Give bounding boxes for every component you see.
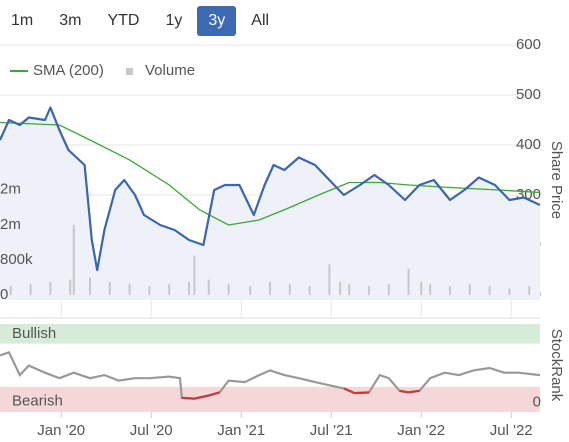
volume-bar bbox=[429, 284, 432, 295]
x-tick-label: Jul '20 bbox=[130, 422, 173, 439]
price-line bbox=[0, 106, 541, 272]
rank-line bbox=[0, 350, 541, 400]
volume-bar bbox=[249, 286, 252, 295]
volume-bar bbox=[69, 279, 72, 295]
bearish-band bbox=[0, 386, 540, 412]
volume-tick-label: 2m bbox=[0, 216, 21, 233]
range-button[interactable]: 3y bbox=[197, 6, 237, 36]
volume-bar bbox=[207, 279, 210, 295]
volume-bar bbox=[108, 281, 111, 295]
range-button[interactable]: 1y bbox=[165, 12, 183, 29]
volume-bar bbox=[488, 286, 491, 295]
x-tick-label: Jul '21 bbox=[310, 422, 353, 439]
y-tick-label: 400 bbox=[516, 136, 541, 153]
volume-bar bbox=[29, 284, 32, 295]
volume-bar bbox=[168, 284, 171, 295]
x-tick-label: Jan '20 bbox=[37, 422, 85, 439]
rank-bearish-segment bbox=[408, 389, 420, 394]
range-button[interactable]: YTD bbox=[107, 12, 140, 29]
volume-bar bbox=[308, 286, 311, 295]
rank-tick-label: 0 bbox=[533, 394, 541, 411]
rank-bearish-segment bbox=[208, 391, 220, 397]
x-tick-label: Jul '22 bbox=[490, 422, 533, 439]
volume-bar bbox=[420, 281, 423, 295]
range-buttons: 1m 3m YTD 1y 3y All bbox=[0, 6, 284, 38]
y-axis-label: Share Price bbox=[548, 141, 565, 219]
volume-bar bbox=[387, 284, 390, 295]
rank-bearish-segment bbox=[354, 391, 370, 395]
x-tick-label: Jan '22 bbox=[397, 422, 445, 439]
price-area bbox=[0, 107, 540, 300]
volume-bar bbox=[227, 284, 230, 295]
volume-bar bbox=[89, 277, 91, 295]
rank-bearish-segment bbox=[181, 396, 195, 400]
legend-label: Volume bbox=[145, 62, 195, 79]
volume-bar bbox=[148, 286, 151, 295]
volume-tick-label: 800k bbox=[0, 251, 33, 268]
rank-bearish-segment bbox=[399, 389, 409, 394]
legend-label: SMA (200) bbox=[33, 62, 104, 79]
volume-bar bbox=[128, 284, 131, 295]
y-tick-label: 500 bbox=[516, 86, 541, 103]
volume-bar bbox=[528, 286, 531, 295]
rank-bearish-segment bbox=[343, 387, 356, 395]
volume-tick-label: 0 bbox=[0, 286, 8, 303]
legend-swatch bbox=[126, 68, 133, 75]
rank-axis-label: StockRank bbox=[548, 329, 565, 402]
bearish-label: Bearish bbox=[12, 392, 63, 409]
volume-bar bbox=[49, 281, 52, 295]
volume-tick-label: 2m bbox=[0, 181, 21, 198]
range-button[interactable]: 3m bbox=[59, 12, 82, 29]
volume-bar bbox=[72, 224, 75, 295]
bullish-band bbox=[0, 324, 540, 344]
volume-bar bbox=[449, 286, 451, 295]
range-button[interactable]: 1m bbox=[11, 12, 34, 29]
x-tick-label: Jan '21 bbox=[217, 422, 265, 439]
volume-bar bbox=[328, 264, 331, 295]
volume-bar bbox=[508, 288, 511, 295]
volume-bar bbox=[348, 284, 351, 295]
rank-bearish-segment bbox=[194, 394, 210, 400]
volume-bar bbox=[188, 281, 190, 295]
sma-line bbox=[0, 121, 541, 226]
volume-bar bbox=[288, 284, 291, 295]
volume-bar bbox=[407, 268, 410, 295]
range-button[interactable]: All bbox=[251, 12, 270, 29]
volume-bar bbox=[193, 255, 196, 295]
volume-bar bbox=[368, 286, 370, 295]
volume-bar bbox=[9, 286, 12, 295]
volume-bar bbox=[468, 284, 471, 295]
volume-bar bbox=[269, 281, 271, 295]
volume-bar bbox=[339, 281, 342, 295]
y-tick-label: 600 bbox=[516, 36, 541, 53]
bullish-label: Bullish bbox=[12, 325, 56, 342]
